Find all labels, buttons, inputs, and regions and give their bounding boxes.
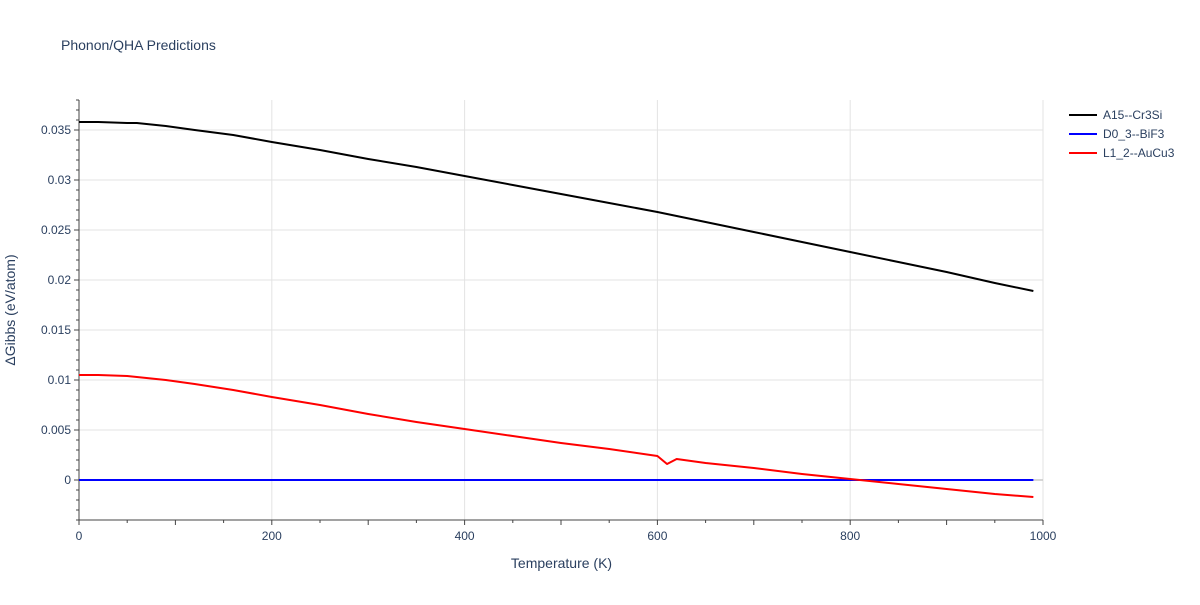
y-tick-label: 0.025 xyxy=(41,223,71,237)
x-tick-label: 400 xyxy=(455,529,475,543)
legend[interactable]: A15--Cr3Si D0_3--BiF3 L1_2--AuCu3 xyxy=(1069,108,1175,160)
series-line-l1-2-aucu3 xyxy=(79,374,1034,498)
legend-label-a15-cr3si[interactable]: A15--Cr3Si xyxy=(1103,108,1162,122)
y-tick-label: 0.03 xyxy=(48,173,72,187)
y-tick-label: 0.005 xyxy=(41,423,71,437)
x-tick-label: 800 xyxy=(840,529,860,543)
y-tick-label: 0.01 xyxy=(48,373,72,387)
y-tick-label: 0 xyxy=(64,473,71,487)
chart-title: Phonon/QHA Predictions xyxy=(61,37,216,53)
x-tick-label: 0 xyxy=(76,529,83,543)
legend-label-l1-2-aucu3[interactable]: L1_2--AuCu3 xyxy=(1103,146,1175,160)
y-tick-label: 0.035 xyxy=(41,123,71,137)
axis-layer: 0 200 400 600 800 1000 0 0.005 0.01 0.015 0.02 0.02… xyxy=(41,99,1057,543)
y-tick-label: 0.015 xyxy=(41,323,71,337)
y-tick-label: 0.02 xyxy=(48,273,72,287)
x-axis-title: Temperature (K) xyxy=(511,555,612,571)
legend-label-d0-3-bif3[interactable]: D0_3--BiF3 xyxy=(1103,127,1165,141)
x-tick-label: 1000 xyxy=(1030,529,1057,543)
x-tick-label: 600 xyxy=(647,529,667,543)
series-layer xyxy=(79,121,1034,498)
y-axis-title: ΔGibbs (eV/atom) xyxy=(2,254,18,365)
x-tick-label: 200 xyxy=(262,529,282,543)
grid-layer xyxy=(79,100,1044,520)
series-line-a15-cr3si xyxy=(79,121,1034,292)
